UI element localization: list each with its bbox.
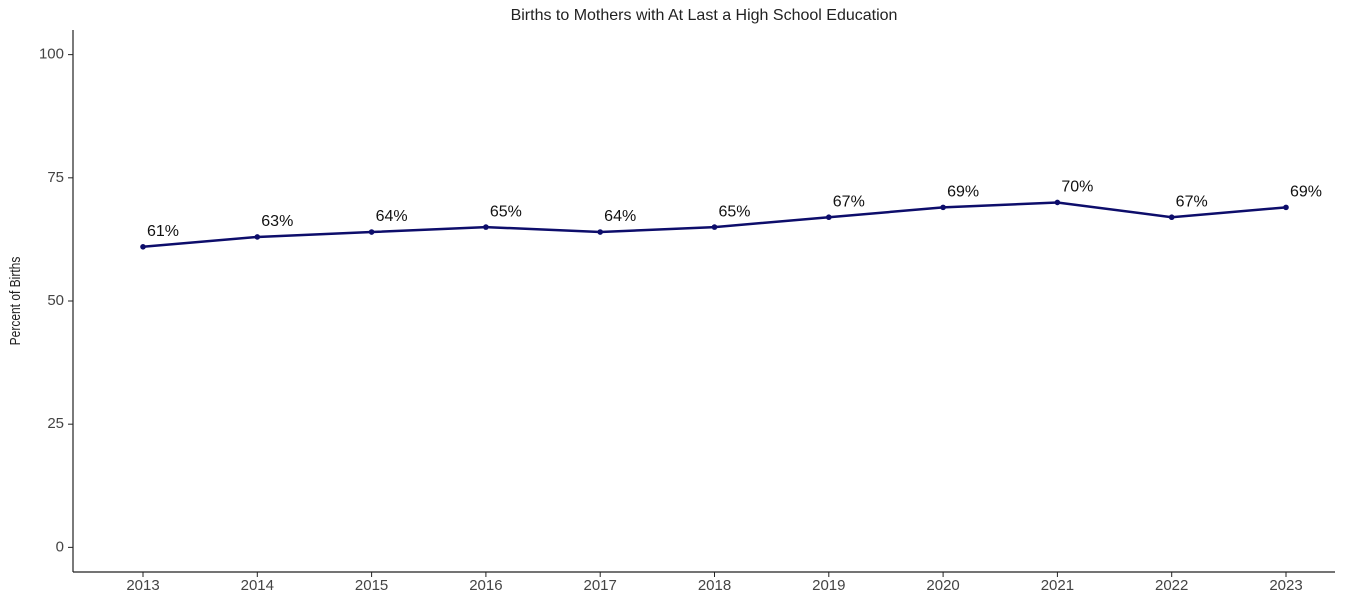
data-label: 67% <box>833 193 865 210</box>
x-tick-label: 2020 <box>926 577 959 594</box>
data-label: 69% <box>947 184 979 201</box>
data-label: 61% <box>147 223 179 240</box>
x-tick-label: 2014 <box>241 577 274 594</box>
data-label: 65% <box>490 203 522 220</box>
y-tick-label: 100 <box>39 46 64 63</box>
x-tick-label: 2019 <box>812 577 845 594</box>
point <box>1054 199 1061 206</box>
x-tick-label: 2023 <box>1269 577 1302 594</box>
data-label: 69% <box>1290 184 1322 201</box>
point <box>1283 204 1289 211</box>
point <box>711 224 718 230</box>
data-label: 64% <box>604 208 636 225</box>
x-tick-label: 2013 <box>126 577 159 594</box>
point <box>826 214 832 221</box>
data-label: 64% <box>376 208 408 225</box>
x-tick-label: 2015 <box>355 577 388 594</box>
point <box>1168 214 1175 221</box>
point <box>368 229 375 235</box>
y-tick-label: 75 <box>47 169 64 186</box>
y-tick-label: 0 <box>56 538 64 555</box>
y-axis-label: Percent of Births <box>7 256 24 345</box>
x-tick-label: 2016 <box>469 577 502 594</box>
point <box>597 229 603 235</box>
data-label: 67% <box>1176 193 1208 210</box>
data-label: 65% <box>718 203 750 220</box>
data-label: 63% <box>261 213 293 230</box>
point <box>254 234 261 240</box>
y-tick-label: 25 <box>47 415 64 432</box>
point <box>483 224 489 230</box>
x-tick-label: 2018 <box>698 577 731 594</box>
x-tick-label: 2017 <box>584 577 617 594</box>
x-tick-label: 2021 <box>1041 577 1074 594</box>
x-tick-label: 2022 <box>1155 577 1188 594</box>
point <box>140 244 146 250</box>
y-tick-label: 50 <box>47 292 64 309</box>
point <box>940 204 946 211</box>
chart-title: Births to Mothers with At Last a High Sc… <box>511 7 898 24</box>
data-label: 70% <box>1061 179 1093 196</box>
